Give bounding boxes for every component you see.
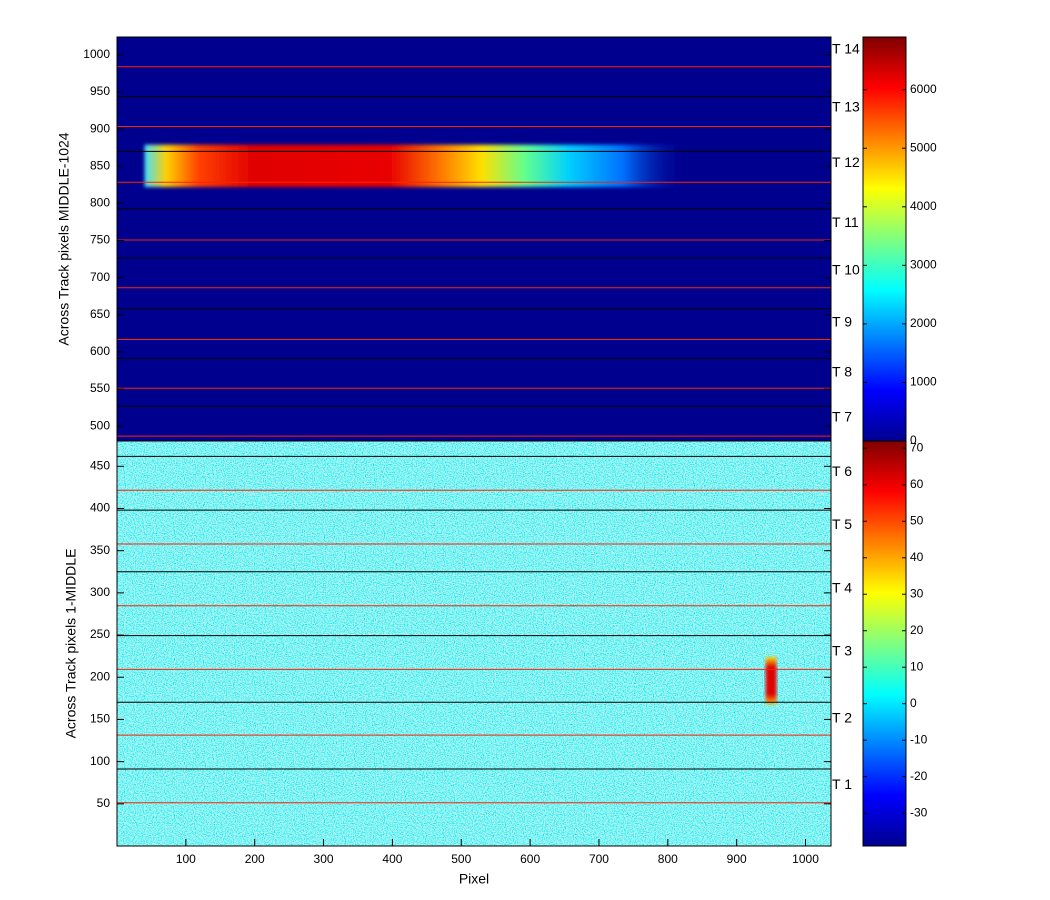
y-tick-label: 900 [90,121,110,135]
x-tick-label: 200 [245,852,265,866]
track-label: T 3 [832,643,852,659]
x-axis-label: Pixel [459,871,489,887]
colorbar-tick-label: 50 [910,513,924,527]
colorbar-tick-label: -10 [910,732,928,746]
track-label: T 13 [832,98,860,114]
y-tick-label: 100 [90,754,110,768]
y-tick-label: 150 [90,712,110,726]
colorbar-tick-label: 30 [910,586,924,600]
colorbar-tick-label: -20 [910,769,928,783]
track-label: T 5 [832,516,852,532]
colorbar-tick-label: 5000 [910,140,937,154]
y-tick-label: 350 [90,543,110,557]
axes-frame [116,440,832,847]
colorbar-tick-label: 70 [910,440,924,454]
colorbar-tick-label: 1000 [910,375,937,389]
track-label: T 9 [832,314,852,330]
heatmap-background [117,37,831,441]
colorbar-tick-label: 0 [910,433,917,447]
track-label: T 1 [832,776,852,792]
colorbar [862,36,907,442]
y-tick-label: 600 [90,344,110,358]
colorbar-tick-label: 40 [910,550,924,564]
track-label: T 4 [832,579,852,595]
x-tick-label: 1000 [792,852,819,866]
x-tick-label: 300 [314,852,334,866]
x-tick-label: 100 [176,852,196,866]
track-label: T 6 [832,463,852,479]
colorbar-tick-label: 60 [910,477,924,491]
colorbar-tick-label: 20 [910,623,924,637]
x-tick-label: 800 [658,852,678,866]
y-tick-label: 1000 [83,47,110,61]
track-label: T 12 [832,154,860,170]
y-tick-label: 650 [90,307,110,321]
y-tick-label: 700 [90,270,110,284]
y-tick-label: 500 [90,418,110,432]
y-axis-label: Across Track pixels MIDDLE-1024 [56,132,72,345]
colorbar-tick-label: 2000 [910,316,937,330]
track-label: T 8 [832,363,852,379]
colorbar [862,440,907,847]
colorbar-tick-label: 0 [910,696,917,710]
y-tick-label: 750 [90,233,110,247]
track-label: T 2 [832,709,852,725]
x-tick-label: 600 [520,852,540,866]
y-tick-label: 850 [90,158,110,172]
colorbar-tick-label: -30 [910,805,928,819]
y-axis-label: Across Track pixels 1-MIDDLE [63,549,79,739]
noise [117,441,831,846]
y-tick-label: 550 [90,381,110,395]
y-tick-label: 300 [90,585,110,599]
y-tick-label: 400 [90,501,110,515]
y-tick-label: 800 [90,196,110,210]
colorbar-tick-label: 3000 [910,258,937,272]
track-label: T 7 [832,409,852,425]
y-tick-label: 50 [97,796,111,810]
x-tick-label: 900 [727,852,747,866]
x-tick-label: 700 [589,852,609,866]
track-label: T 14 [832,41,860,57]
colorbar-tick-label: 10 [910,659,924,673]
signal-feature [765,657,777,705]
colorbar-tick-label: 6000 [910,82,937,96]
y-tick-label: 200 [90,669,110,683]
x-tick-label: 400 [382,852,402,866]
x-tick-label: 500 [451,852,471,866]
track-label: T 11 [832,214,859,230]
y-tick-label: 250 [90,627,110,641]
colorbar-tick-label: 4000 [910,199,937,213]
y-tick-label: 450 [90,458,110,472]
track-label: T 10 [832,262,860,278]
y-tick-label: 950 [90,84,110,98]
